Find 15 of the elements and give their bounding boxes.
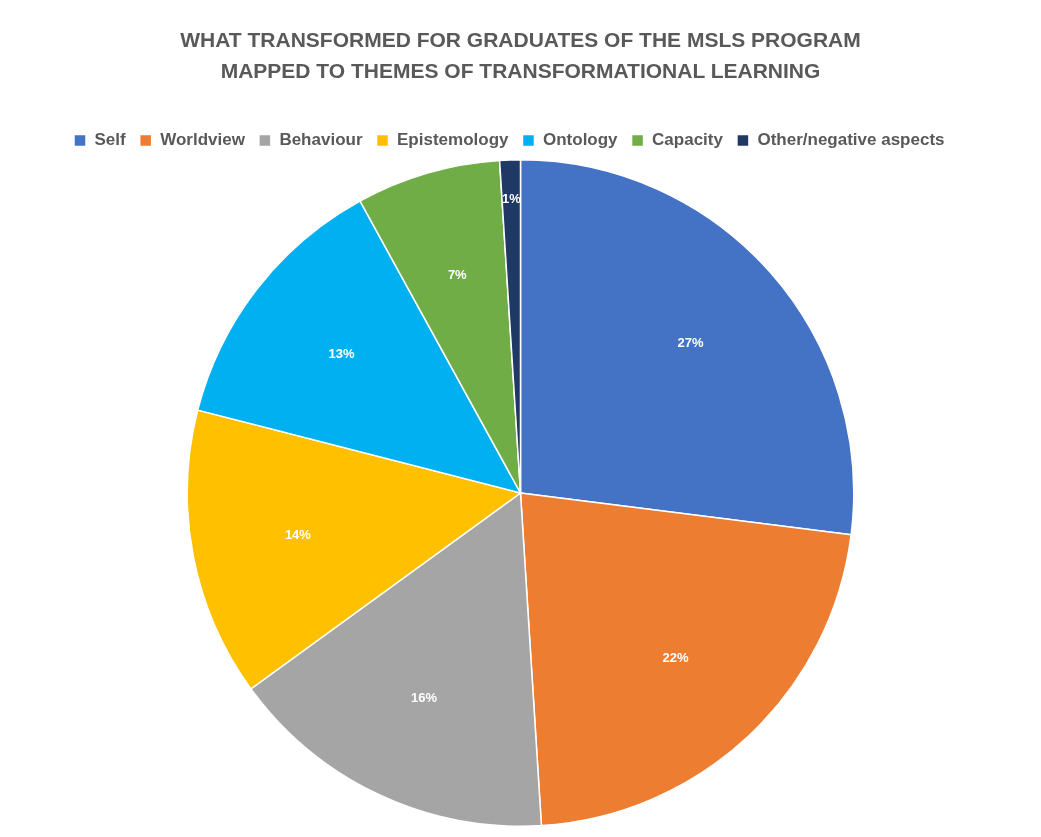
legend-label: Ontology: [542, 130, 619, 150]
data-label: 16%: [411, 689, 438, 705]
data-label: 7%: [447, 266, 468, 282]
legend-label: Behaviour: [279, 130, 363, 150]
legend-label: Capacity: [652, 130, 724, 150]
data-label: 14%: [284, 527, 312, 543]
legend-label: Self: [94, 130, 127, 150]
chart-title: WHAT TRANSFORMED FOR GRADUATES OF THE MSLS PROGRAM MAPPED TO THEMES OF TRANSFORMATIONAL LEARNING: [180, 27, 861, 83]
data-label: 27%: [677, 334, 704, 350]
legend-label: Epistemology: [397, 130, 510, 150]
legend-label: Worldview: [160, 130, 246, 150]
data-label: 22%: [662, 649, 690, 665]
data-label: 13%: [328, 345, 355, 361]
data-label: 1%: [501, 191, 522, 207]
legend-label: Other/negative aspects: [757, 130, 945, 150]
